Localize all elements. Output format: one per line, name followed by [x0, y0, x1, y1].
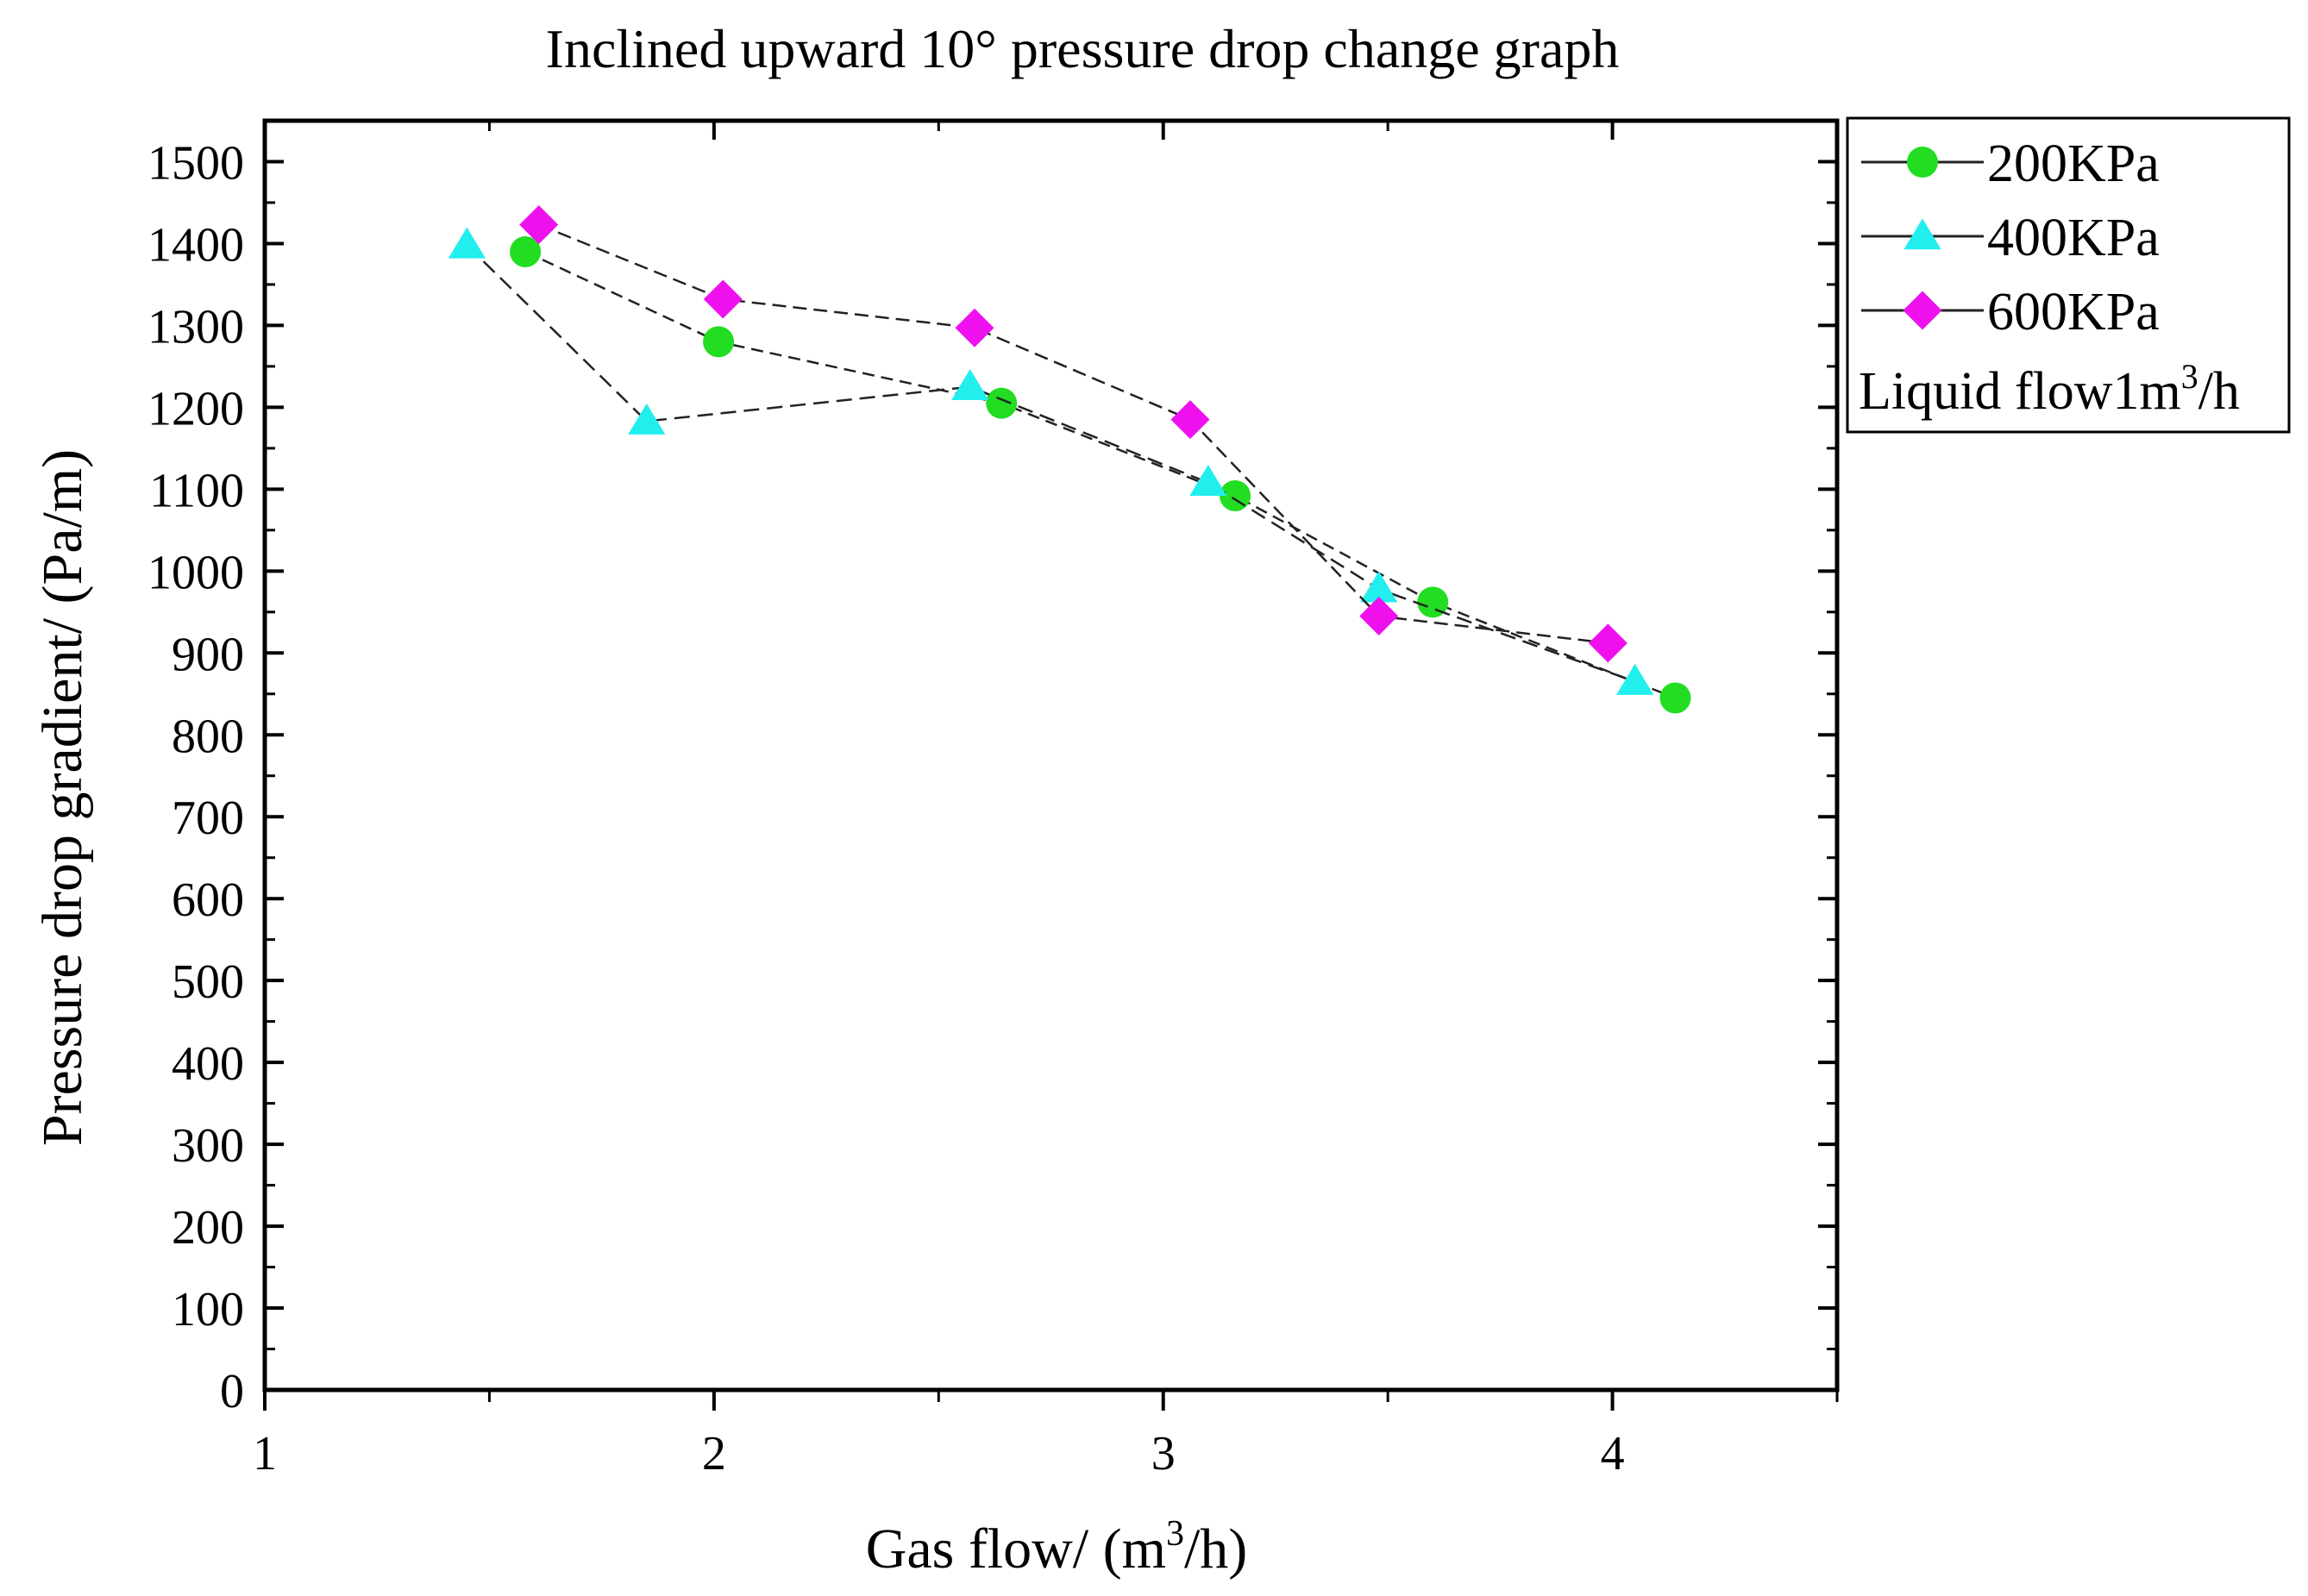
- y-tick-label: 500: [172, 955, 244, 1009]
- chart-title: Inclined upward 10° pressure drop change…: [546, 18, 1620, 79]
- series-600KPa: [519, 205, 1628, 663]
- series-line: [538, 223, 1609, 645]
- y-tick-label: 300: [172, 1119, 244, 1173]
- x-tick-label: 2: [702, 1427, 726, 1480]
- y-tick-label: 1500: [147, 136, 244, 190]
- legend-label: 600KPa: [1987, 283, 2160, 341]
- data-point: [1360, 571, 1398, 603]
- y-tick-label: 1200: [147, 382, 244, 435]
- data-point: [1189, 465, 1227, 497]
- x-tick-label: 1: [253, 1427, 277, 1480]
- y-tick-label: 400: [172, 1037, 244, 1091]
- legend-entry: 200KPa: [1861, 135, 2160, 193]
- legend-label: 200KPa: [1987, 135, 2160, 193]
- data-point: [703, 326, 735, 358]
- y-tick-label: 1000: [147, 546, 244, 599]
- y-tick-label: 1100: [149, 464, 244, 517]
- legend-marker: [1907, 147, 1938, 178]
- legend-note: Liquid flow1m3/h: [1859, 357, 2240, 421]
- y-tick-label: 100: [172, 1283, 244, 1336]
- y-tick-label: 600: [172, 873, 244, 927]
- y-axis-label: Pressure drop gradient/ (Pa/m): [31, 449, 94, 1146]
- data-point: [1359, 597, 1399, 636]
- data-point: [955, 308, 994, 347]
- series-400KPa: [448, 227, 1654, 695]
- data-point: [628, 403, 666, 435]
- legend-marker: [1903, 291, 1942, 330]
- series-line: [466, 244, 1636, 683]
- y-tick-labels: 0 100 200 300 400 500 600 700 800 900 1000 1100 1200…: [147, 136, 244, 1418]
- data-point: [448, 227, 486, 259]
- data-point: [510, 235, 542, 267]
- x-axis-label: Gas flow/ (m3/h): [866, 1514, 1248, 1580]
- y-tick-label: 200: [172, 1201, 244, 1255]
- y-tick-label: 1300: [147, 300, 244, 354]
- legend-entry: 600KPa: [1861, 283, 2160, 341]
- y-tick-label: 700: [172, 792, 244, 845]
- plot-frame: [262, 118, 1840, 1393]
- legend-entry: 400KPa: [1861, 209, 2160, 267]
- data-point: [1616, 663, 1654, 695]
- data-point: [1588, 623, 1628, 663]
- data-point: [951, 368, 989, 400]
- x-tick-label: 4: [1601, 1427, 1625, 1480]
- data-point: [1659, 682, 1691, 714]
- x-tick-labels: 1 2 3 4: [253, 1427, 1625, 1480]
- legend-marker: [1903, 218, 1941, 250]
- legend-label: 400KPa: [1987, 209, 2160, 267]
- y-tick-label: 0: [220, 1365, 244, 1418]
- y-tick-label: 900: [172, 628, 244, 681]
- legend: 200KPa 400KPa 600KPa Liquid flow1m3/h: [1846, 116, 2291, 434]
- x-tick-label: 3: [1151, 1427, 1176, 1480]
- data-point: [519, 205, 559, 245]
- axis-ticks: [263, 121, 1839, 1411]
- data-point: [1170, 400, 1210, 440]
- data-point: [703, 279, 743, 319]
- y-tick-label: 1400: [147, 218, 244, 272]
- data-point: [1417, 586, 1449, 618]
- y-tick-label: 800: [172, 710, 244, 763]
- data-point: [986, 387, 1018, 419]
- series-line: [524, 250, 1676, 699]
- series-layer: [448, 205, 1691, 714]
